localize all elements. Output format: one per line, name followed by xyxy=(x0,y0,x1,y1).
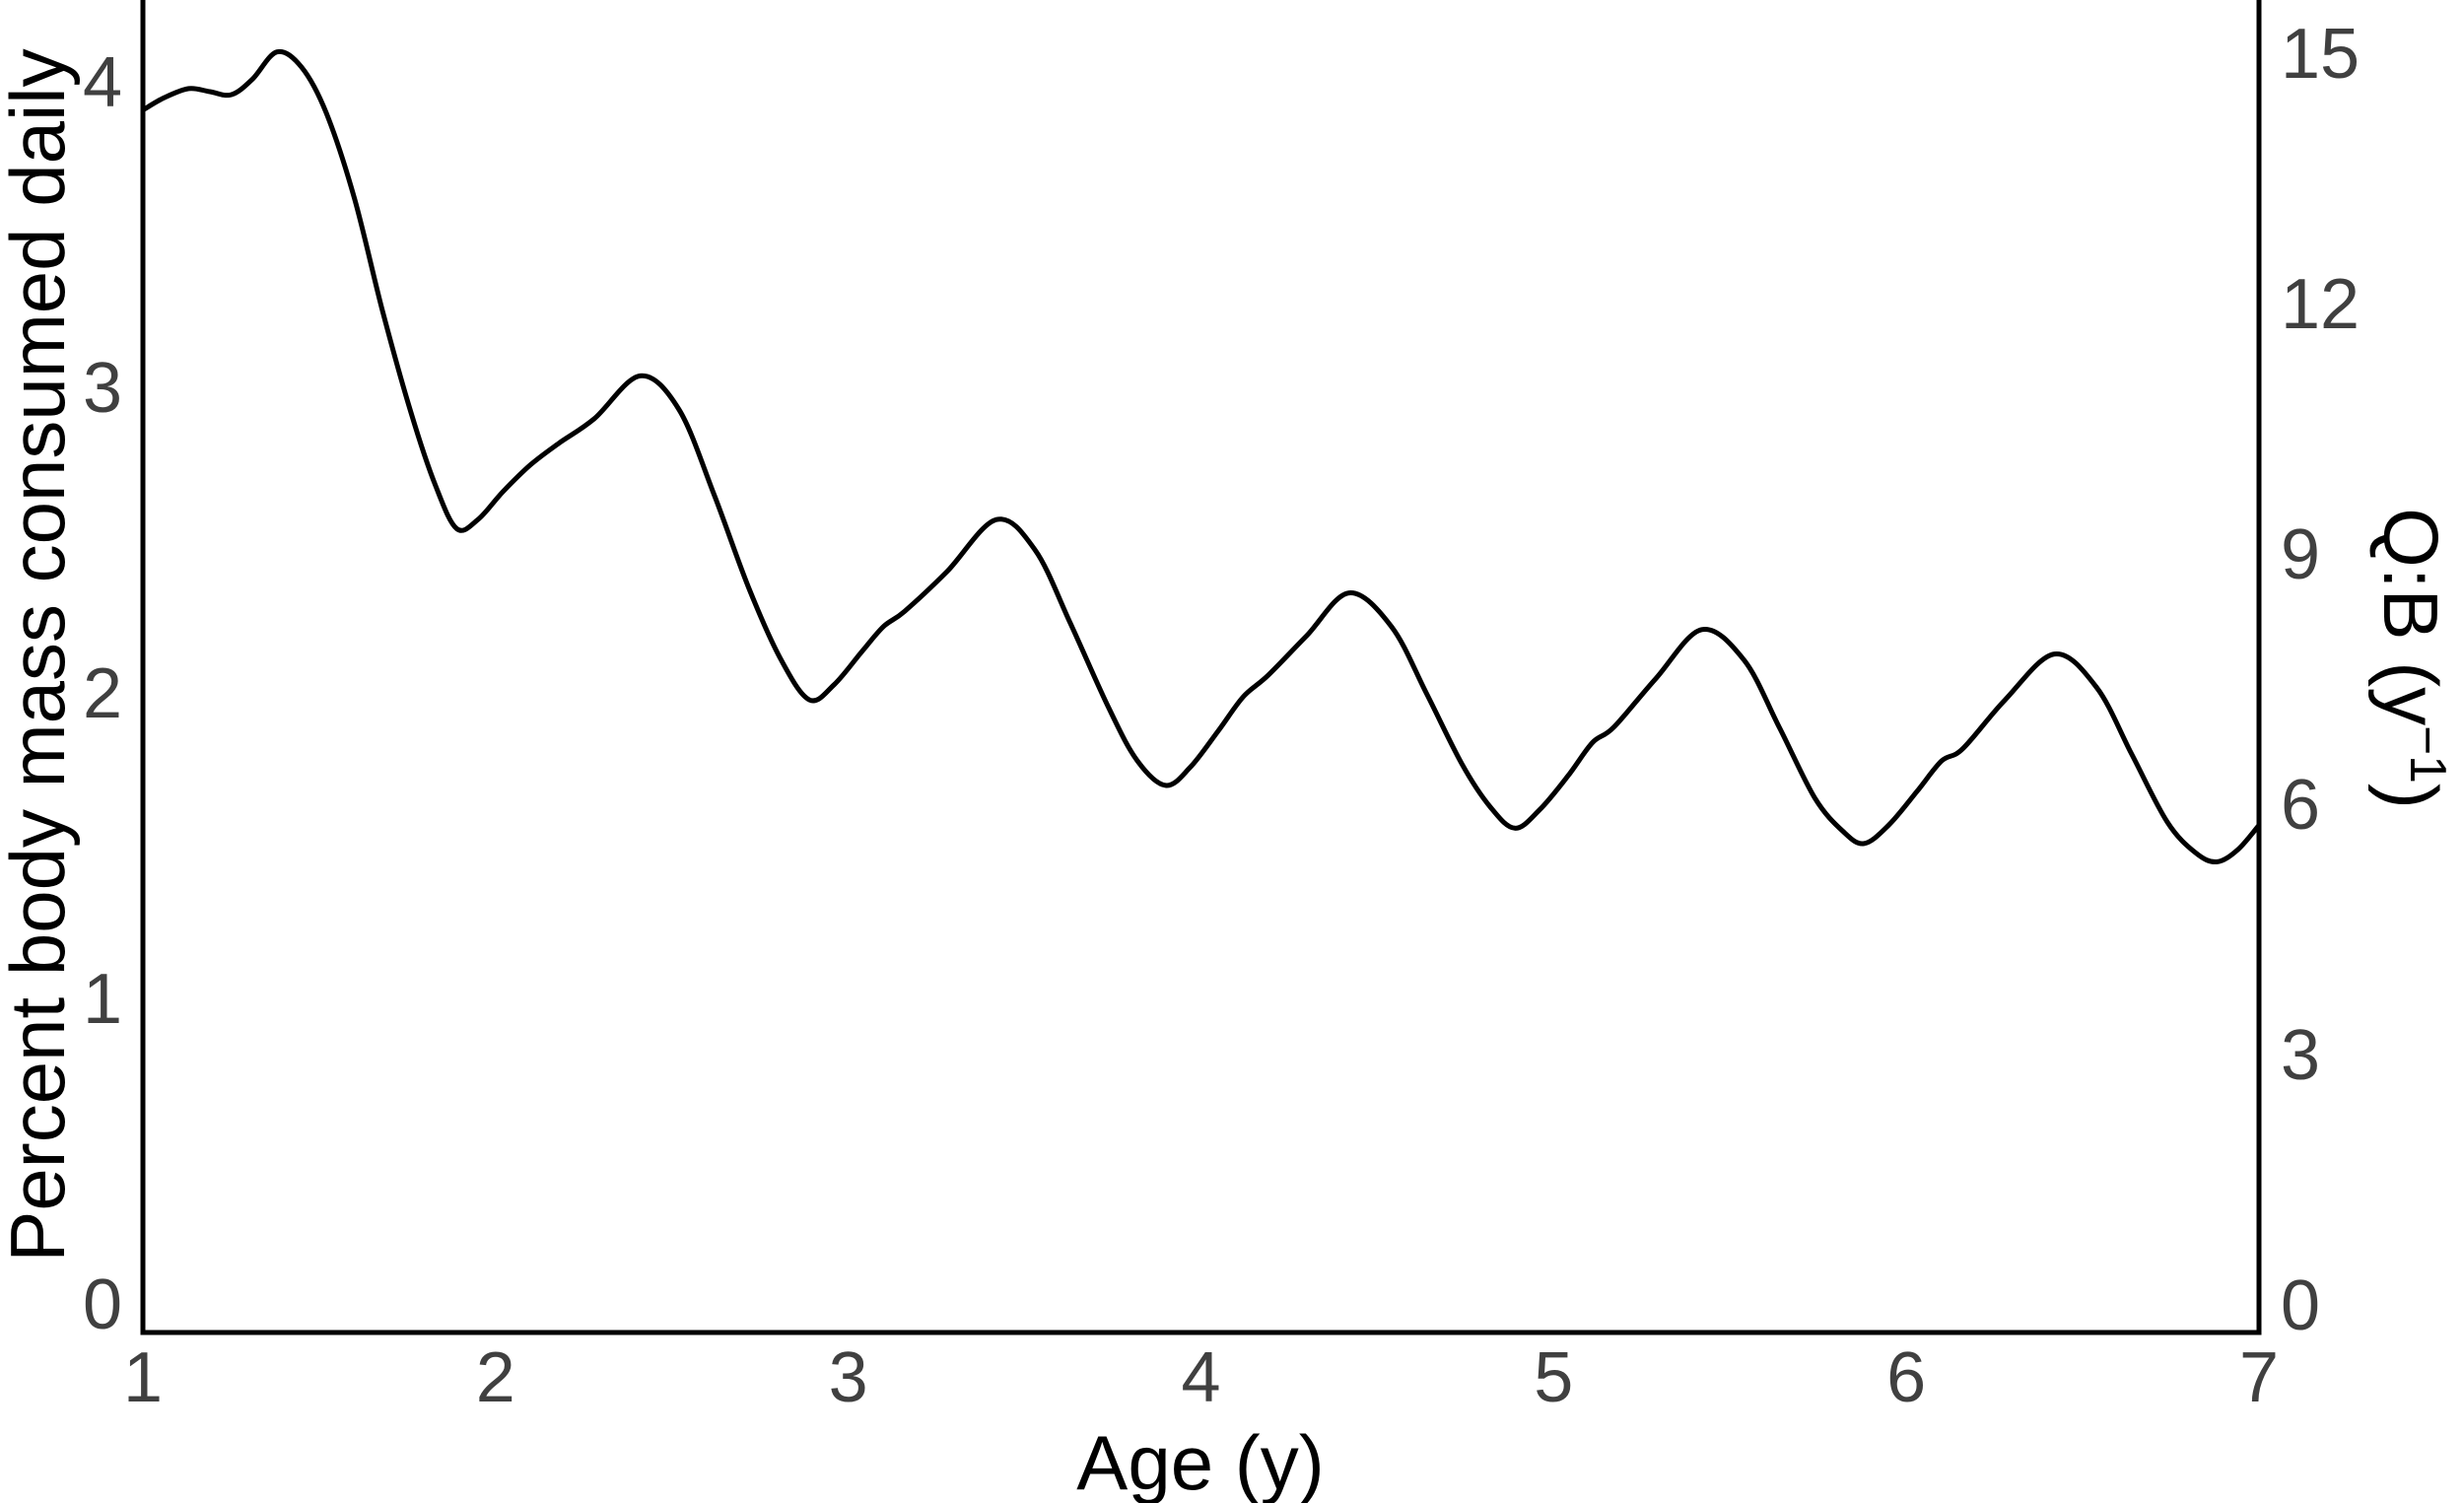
consumption-curve xyxy=(140,48,2262,865)
right-y-axis-label-text: Q:B (y xyxy=(2367,508,2454,726)
right-y-axis-label-superscript: −1 xyxy=(2400,725,2457,784)
x-axis-label: Age (y) xyxy=(1076,1419,1325,1503)
left-y-axis-label: Percent body mass consumed daily xyxy=(0,48,81,1263)
right-y-axis-label: Q:B (y−1) xyxy=(2367,508,2457,809)
axis-lines xyxy=(140,0,2262,1335)
right-y-axis-label-close: ) xyxy=(2367,783,2454,809)
